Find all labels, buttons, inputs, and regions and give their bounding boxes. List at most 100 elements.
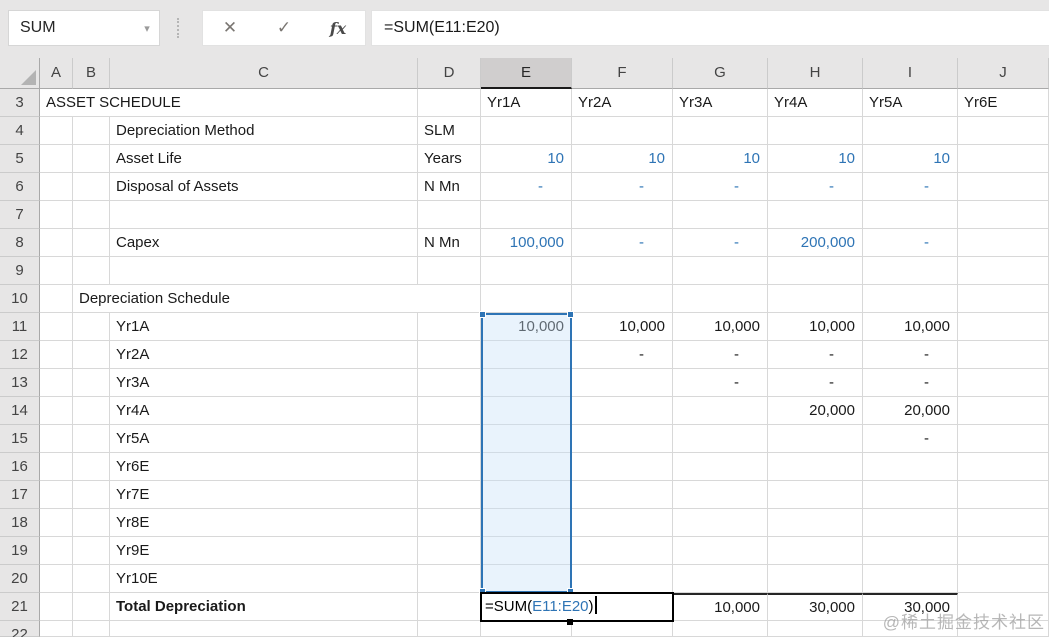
row-header-5[interactable]: 5 [0,145,40,173]
cell-H10[interactable] [768,285,863,313]
row-header-8[interactable]: 8 [0,229,40,257]
column-header-f[interactable]: F [572,58,673,89]
column-header-g[interactable]: G [673,58,768,89]
cell-E12[interactable] [481,341,572,369]
cell-I20[interactable] [863,565,958,593]
cell-D21[interactable] [418,593,481,621]
cell-A8[interactable] [40,229,73,257]
row-header-9[interactable]: 9 [0,257,40,285]
cell-B9[interactable] [73,257,110,285]
cell-C21[interactable]: Total Depreciation [110,593,418,621]
cell-I16[interactable] [863,453,958,481]
cell-F6[interactable]: - [572,173,673,201]
cell-D18[interactable] [418,509,481,537]
cell-C7[interactable] [110,201,418,229]
insert-function-icon[interactable]: fx [329,18,347,38]
cell-B5[interactable] [73,145,110,173]
cell-B22[interactable] [73,621,110,637]
row-header-6[interactable]: 6 [0,173,40,201]
cell-B6[interactable] [73,173,110,201]
enter-icon[interactable]: ✓ [276,18,292,37]
cell-F5[interactable]: 10 [572,145,673,173]
cell-E16[interactable] [481,453,572,481]
cell-C6[interactable]: Disposal of Assets [110,173,418,201]
cell-J20[interactable] [958,565,1049,593]
row-header-12[interactable]: 12 [0,341,40,369]
cell-E10[interactable] [481,285,572,313]
row-header-4[interactable]: 4 [0,117,40,145]
cell-G17[interactable] [673,481,768,509]
column-header-j[interactable]: J [958,58,1049,89]
row-header-11[interactable]: 11 [0,313,40,341]
cell-C20[interactable]: Yr10E [110,565,418,593]
cell-C17[interactable]: Yr7E [110,481,418,509]
cell-D19[interactable] [418,537,481,565]
row-header-17[interactable]: 17 [0,481,40,509]
cell-F11[interactable]: 10,000 [572,313,673,341]
cell-F16[interactable] [572,453,673,481]
cell-A14[interactable] [40,397,73,425]
cell-A13[interactable] [40,369,73,397]
cell-E3[interactable]: Yr1A [481,89,572,117]
edit-cell-e21[interactable]: =SUM(E11:E20) [480,592,674,625]
cell-I4[interactable] [863,117,958,145]
cell-I21[interactable]: 30,000 [863,593,958,621]
column-header-d[interactable]: D [418,58,481,89]
selection-handle-top-right[interactable] [567,311,574,318]
cell-A22[interactable] [40,621,73,637]
cell-D9[interactable] [418,257,481,285]
cell-H17[interactable] [768,481,863,509]
cell-H22[interactable] [768,621,863,637]
cell-F3[interactable]: Yr2A [572,89,673,117]
cell-D16[interactable] [418,453,481,481]
cell-J3[interactable]: Yr6E [958,89,1049,117]
column-header-e[interactable]: E [481,58,572,89]
cell-G9[interactable] [673,257,768,285]
cell-J14[interactable] [958,397,1049,425]
row-header-13[interactable]: 13 [0,369,40,397]
cell-J5[interactable] [958,145,1049,173]
cell-I17[interactable] [863,481,958,509]
cell-H7[interactable] [768,201,863,229]
cell-J21[interactable] [958,593,1049,621]
cell-J15[interactable] [958,425,1049,453]
cell-G22[interactable] [673,621,768,637]
cell-J12[interactable] [958,341,1049,369]
cell-J6[interactable] [958,173,1049,201]
cell-C5[interactable]: Asset Life [110,145,418,173]
cell-F13[interactable] [572,369,673,397]
cell-I14[interactable]: 20,000 [863,397,958,425]
cell-B15[interactable] [73,425,110,453]
cell-B14[interactable] [73,397,110,425]
cell-H3[interactable]: Yr4A [768,89,863,117]
cell-F10[interactable] [572,285,673,313]
row-header-22[interactable]: 22 [0,621,40,637]
cell-G7[interactable] [673,201,768,229]
cell-D12[interactable] [418,341,481,369]
selection-handle-top-left[interactable] [479,311,486,318]
cell-A15[interactable] [40,425,73,453]
cell-H4[interactable] [768,117,863,145]
row-header-3[interactable]: 3 [0,89,40,117]
cell-F4[interactable] [572,117,673,145]
cell-H8[interactable]: 200,000 [768,229,863,257]
cell-E22[interactable] [481,621,572,637]
cell-D11[interactable] [418,313,481,341]
cell-A18[interactable] [40,509,73,537]
cell-H21[interactable]: 30,000 [768,593,863,621]
cell-A3[interactable]: ASSET SCHEDULE [40,89,418,117]
cell-G10[interactable] [673,285,768,313]
cell-A5[interactable] [40,145,73,173]
cell-J13[interactable] [958,369,1049,397]
cell-I13[interactable]: - [863,369,958,397]
cell-D5[interactable]: Years [418,145,481,173]
cell-I15[interactable]: - [863,425,958,453]
cell-B18[interactable] [73,509,110,537]
cell-I5[interactable]: 10 [863,145,958,173]
cell-D7[interactable] [418,201,481,229]
cell-F17[interactable] [572,481,673,509]
cell-G18[interactable] [673,509,768,537]
cell-J7[interactable] [958,201,1049,229]
cell-B13[interactable] [73,369,110,397]
cell-G3[interactable]: Yr3A [673,89,768,117]
